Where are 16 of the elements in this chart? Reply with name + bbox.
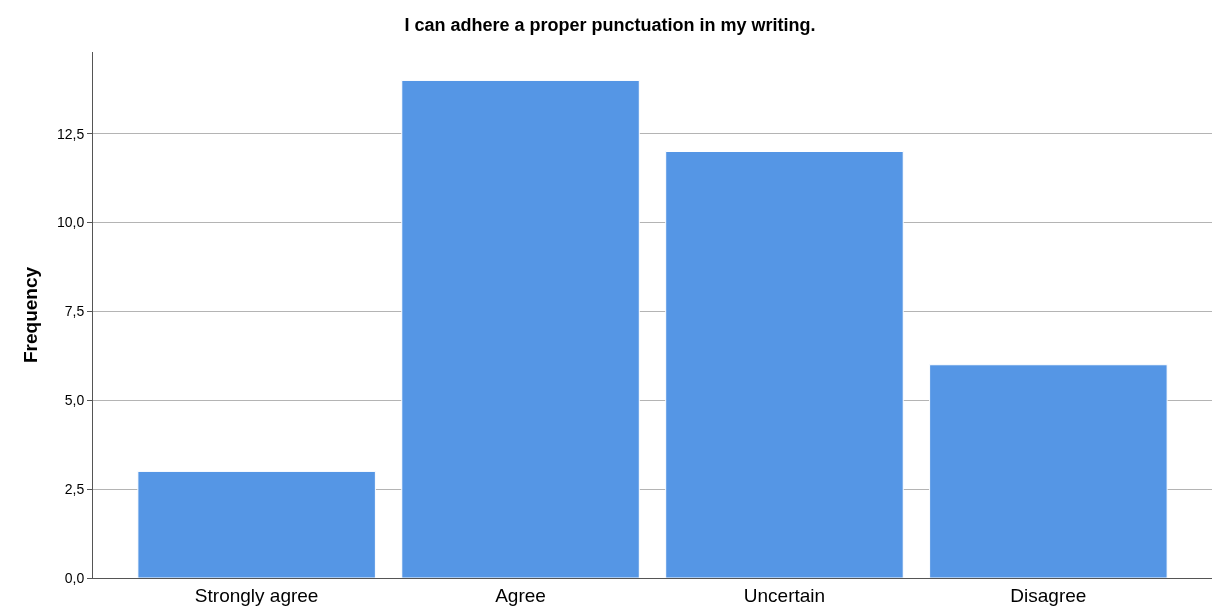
y-tick-label: 2,5 — [64, 481, 85, 498]
y-tick-label: 12,5 — [56, 125, 85, 142]
x-tick-label: Disagree — [1010, 584, 1087, 606]
bar — [401, 79, 640, 578]
y-tick-label: 5,0 — [64, 392, 85, 409]
x-tick-label: Uncertain — [743, 584, 826, 606]
bar — [929, 364, 1168, 578]
y-tick-label: 0,0 — [64, 569, 85, 586]
x-tick-label: Strongly agree — [194, 584, 319, 606]
chart-title: I can adhere a proper punctuation in my writing. — [404, 15, 816, 36]
y-axis-title: Frequency — [19, 266, 41, 364]
y-tick-label: 10,0 — [56, 214, 85, 231]
x-tick-label: Agree — [495, 584, 546, 606]
bar — [137, 470, 376, 578]
bar — [665, 151, 904, 578]
y-tick-label: 7,5 — [64, 303, 85, 320]
